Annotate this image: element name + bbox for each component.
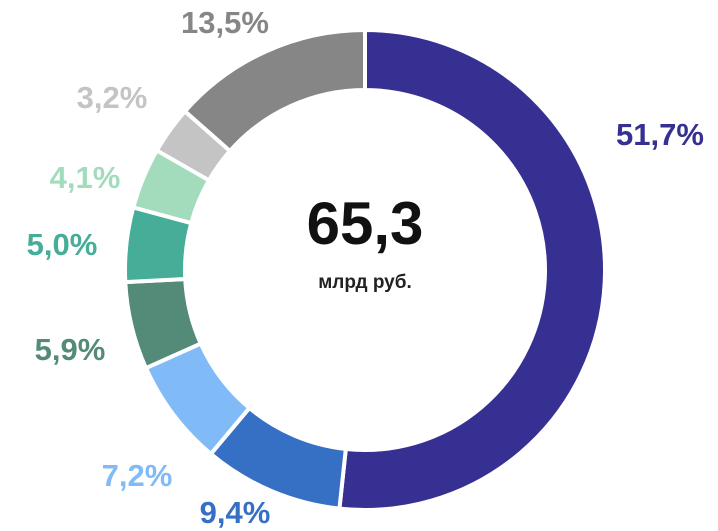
data-label: 5,9% (35, 332, 106, 367)
total-unit: млрд руб. (318, 272, 412, 293)
data-label: 3,2% (77, 80, 148, 115)
donut-segment (182, 27, 367, 154)
data-label: 51,7% (616, 117, 704, 152)
data-label: 4,1% (50, 160, 121, 195)
total-value: 65,3 (307, 190, 424, 257)
data-label: 5,0% (27, 227, 98, 262)
data-label: 9,4% (200, 495, 271, 530)
donut-segment (337, 27, 607, 512)
data-label: 13,5% (181, 5, 269, 40)
data-label: 7,2% (102, 458, 173, 493)
